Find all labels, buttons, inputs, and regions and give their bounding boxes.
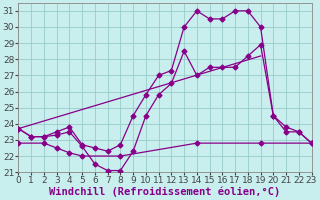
X-axis label: Windchill (Refroidissement éolien,°C): Windchill (Refroidissement éolien,°C) — [49, 187, 281, 197]
